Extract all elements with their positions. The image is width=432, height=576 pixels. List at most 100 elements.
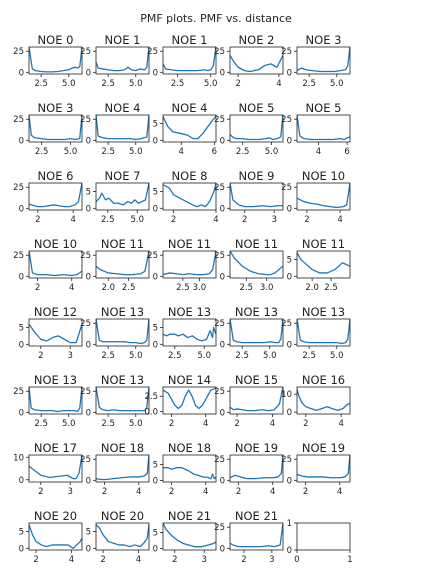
axes-frame: [162, 250, 217, 279]
axes-frame: [296, 386, 351, 415]
x-tick-label: 2.5: [101, 79, 115, 89]
pmf-line: [29, 323, 82, 344]
subplot-title: NOE 13: [34, 373, 77, 387]
pmf-line: [29, 47, 82, 73]
x-tick-label: 4: [276, 79, 281, 89]
subplot: NOE 1 0 25 2.5 5.0: [80, 33, 150, 89]
y-tick-label: 0: [86, 408, 91, 418]
axes-frame: [229, 46, 284, 75]
x-tick-label: 4: [203, 487, 208, 497]
y-tick-label: 25: [13, 251, 24, 261]
x-tick-label: 2.5: [35, 147, 49, 157]
subplot: 0 1 0 1: [287, 519, 353, 565]
pmf-line: [29, 524, 82, 549]
y-tick-label: 5: [19, 527, 24, 537]
axes-frame: [28, 250, 83, 279]
pmf-line: [29, 251, 82, 277]
y-tick-label: 2.5: [144, 392, 158, 402]
y-tick-label: 5: [19, 323, 24, 333]
axes-frame: [28, 522, 83, 551]
x-tick-label: 2.5: [34, 419, 48, 429]
subplot: NOE 19 0 25 2 4: [281, 441, 351, 497]
subplot-title: NOE 20: [34, 509, 77, 523]
subplot-title: NOE 13: [101, 373, 144, 387]
pmf-line: [297, 388, 350, 412]
pmf-line: [29, 455, 82, 480]
subplot: NOE 13 0 25 2.5 5.0: [281, 305, 351, 361]
axes-frame: [95, 522, 150, 551]
subplot-title: NOE 17: [34, 441, 77, 455]
x-tick-label: 2: [235, 79, 240, 89]
x-tick-label: 4: [69, 283, 74, 293]
y-tick-label: 25: [214, 523, 225, 533]
y-tick-label: 0: [19, 340, 24, 350]
x-tick-label: 5.0: [62, 419, 76, 429]
pmf-line: [163, 251, 216, 276]
x-tick-label: 6: [344, 147, 349, 157]
y-tick-label: 5: [86, 187, 91, 197]
subplot: NOE 13 0 25 2.5 5.0: [80, 373, 150, 429]
subplot: NOE 10 0 25 2 4: [13, 237, 83, 293]
subplot: NOE 18 0 25 2 4: [80, 441, 150, 497]
subplot-title: NOE 18: [168, 441, 211, 455]
subplot: NOE 7 0 5 2.5 5.0: [86, 169, 150, 225]
axes-frame: [162, 522, 217, 551]
y-tick-label: 25: [13, 47, 24, 57]
y-tick-label: 0: [19, 204, 24, 214]
x-tick-label: 5.0: [129, 147, 143, 157]
y-tick-label: 25: [80, 455, 91, 465]
x-tick-label: 2.5: [235, 351, 249, 361]
x-tick-label: 2: [38, 487, 43, 497]
x-tick-label: 5.0: [263, 351, 277, 361]
y-tick-label: 25: [80, 319, 91, 329]
x-tick-label: 2: [236, 487, 241, 497]
pmf-line: [96, 47, 149, 72]
y-tick-label: 5: [153, 187, 158, 197]
subplot-title: NOE 21: [168, 509, 211, 523]
x-tick-label: 4: [203, 419, 208, 429]
subplot: NOE 3 0 25 2.5 5.0: [281, 33, 351, 89]
x-tick-label: 1: [347, 555, 352, 565]
pmf-line: [297, 47, 350, 73]
y-tick-label: 0: [287, 68, 292, 78]
pmf-line: [163, 326, 216, 342]
y-tick-label: 5: [86, 527, 91, 537]
x-tick-label: 6: [212, 147, 217, 157]
subplot-title: NOE 20: [101, 509, 144, 523]
subplot-title: NOE 13: [101, 305, 144, 319]
axes-frame: [296, 46, 351, 75]
axes-frame: [95, 318, 150, 347]
y-tick-label: 0: [287, 204, 292, 214]
x-tick-label: 2: [171, 215, 176, 225]
y-tick-label: 25: [214, 183, 225, 193]
subplot-title: NOE 13: [235, 305, 278, 319]
x-tick-label: 5.0: [130, 215, 144, 225]
subplot-title: NOE 18: [101, 441, 144, 455]
y-tick-label: 0: [153, 340, 158, 350]
axes-frame: [296, 250, 351, 279]
y-tick-label: 5: [287, 255, 292, 265]
subplot-title: NOE 11: [235, 237, 278, 251]
subplot: NOE 3 0 25 2.5 5.0: [13, 101, 83, 157]
y-tick-label: 0: [153, 272, 158, 282]
y-tick-label: 5: [153, 119, 158, 129]
y-tick-label: 25: [281, 455, 292, 465]
y-tick-label: 25: [214, 115, 225, 125]
pmf-line: [297, 252, 350, 274]
subplot-title: NOE 0: [38, 33, 74, 47]
axes-frame: [162, 454, 217, 483]
axes-frame: [296, 182, 351, 211]
x-tick-label: 2.5: [176, 283, 190, 293]
x-tick-label: 5.0: [330, 79, 344, 89]
y-tick-label: 25: [281, 183, 292, 193]
x-tick-label: 2: [303, 419, 308, 429]
x-tick-label: 4: [69, 555, 74, 565]
y-tick-label: 0: [287, 408, 292, 418]
x-tick-label: 5.0: [62, 79, 76, 89]
y-tick-label: 0: [19, 68, 24, 78]
x-tick-label: 4: [337, 487, 342, 497]
x-tick-label: 2: [169, 487, 174, 497]
y-tick-label: 5: [153, 529, 158, 539]
axes-frame: [95, 182, 150, 211]
subplot-title: NOE 2: [239, 33, 275, 47]
